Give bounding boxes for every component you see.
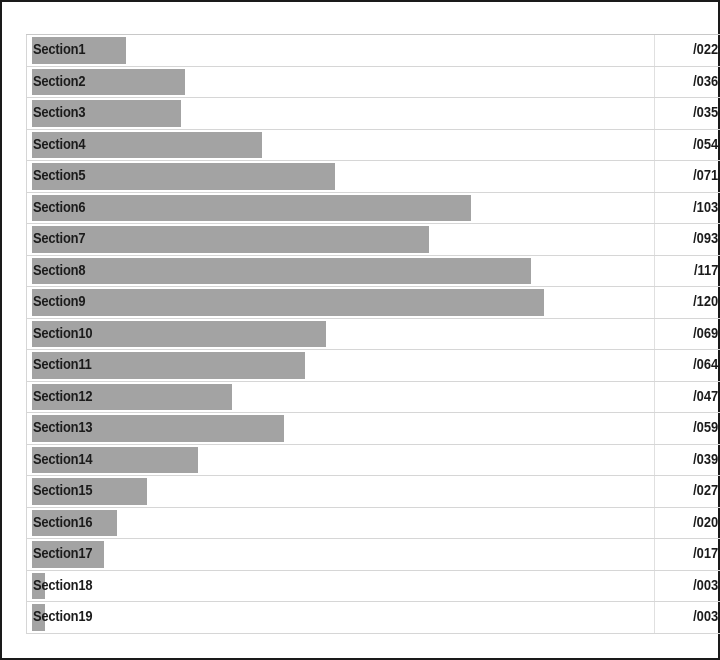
column-divider — [654, 539, 655, 570]
bar — [32, 352, 305, 379]
category-label: Section17 — [33, 545, 93, 562]
table-row: Section6/103 — [26, 192, 720, 224]
table-row: Section4/054 — [26, 129, 720, 161]
value-label: /117 — [693, 261, 718, 279]
value-label: /071 — [692, 167, 718, 184]
value-label: /020 — [692, 513, 718, 531]
value-label: /027 — [692, 482, 718, 499]
column-divider — [654, 476, 655, 507]
bar — [32, 289, 544, 316]
table-row: Section14/039 — [26, 444, 720, 476]
value-label: /017 — [692, 545, 718, 562]
value-label: /054 — [692, 135, 718, 153]
value-label: /059 — [692, 419, 718, 436]
category-label: Section11 — [33, 356, 92, 373]
table-row: Section13/059 — [26, 413, 720, 445]
column-divider — [654, 570, 655, 601]
category-label: Section14 — [33, 450, 93, 468]
column-divider — [654, 507, 655, 538]
bar-table: Section1/022 Section2/036 Section3/035 Sect… — [26, 34, 720, 634]
value-label: /035 — [692, 104, 718, 121]
column-divider — [654, 98, 655, 129]
table-row: Section2/036 — [26, 66, 720, 98]
bar — [32, 163, 335, 190]
category-label: Section9 — [33, 293, 86, 310]
value-label: /036 — [692, 72, 718, 90]
column-divider — [654, 35, 655, 66]
column-divider — [654, 287, 655, 318]
value-label: /003 — [692, 576, 718, 594]
column-divider — [654, 129, 655, 160]
table-row: Section12/047 — [26, 381, 720, 413]
bar — [32, 415, 284, 442]
column-divider — [654, 602, 655, 633]
category-label: Section4 — [33, 135, 86, 153]
column-divider — [654, 161, 655, 192]
bar — [32, 226, 429, 253]
category-label: Section15 — [33, 482, 93, 499]
column-divider — [654, 381, 655, 412]
category-label: Section8 — [33, 261, 86, 279]
table-row: Section3/035 — [26, 98, 720, 130]
category-label: Section2 — [33, 72, 86, 90]
table-row: Section9/120 — [26, 287, 720, 319]
table-row: Section18/003 — [26, 570, 720, 602]
value-label: /103 — [692, 198, 718, 216]
bar — [32, 541, 105, 568]
column-divider — [654, 350, 655, 381]
column-divider — [654, 318, 655, 349]
column-divider — [654, 66, 655, 97]
category-label: Section19 — [33, 608, 93, 625]
value-label: /039 — [692, 450, 718, 468]
table-row: Section7/093 — [26, 224, 720, 256]
category-label: Section10 — [33, 324, 93, 342]
column-divider — [654, 224, 655, 255]
bar — [32, 509, 118, 536]
value-label: /022 — [692, 41, 718, 58]
column-divider — [654, 413, 655, 444]
table-row: Section8/117 — [26, 255, 720, 287]
category-label: Section16 — [33, 513, 93, 531]
table-row: Section17/017 — [26, 539, 720, 571]
table-row: Section15/027 — [26, 476, 720, 508]
table-row: Section10/069 — [26, 318, 720, 350]
value-label: /047 — [692, 387, 718, 405]
table-row: Section1/022 — [26, 35, 720, 67]
value-label: /069 — [692, 324, 718, 342]
value-label: /120 — [692, 293, 718, 310]
bar — [32, 446, 199, 473]
bar — [32, 572, 45, 599]
category-label: Section12 — [33, 387, 93, 405]
table-row: Section5/071 — [26, 161, 720, 193]
value-label: /003 — [692, 608, 718, 625]
bar — [32, 37, 126, 64]
bar — [32, 257, 531, 284]
category-label: Section5 — [33, 167, 86, 184]
bar — [32, 383, 233, 410]
category-label: Section13 — [33, 419, 93, 436]
category-label: Section7 — [33, 230, 86, 247]
category-label: Section3 — [33, 104, 86, 121]
value-label: /064 — [692, 356, 718, 373]
bar — [32, 68, 186, 95]
category-label: Section6 — [33, 198, 86, 216]
table-row: Section16/020 — [26, 507, 720, 539]
bar — [32, 320, 327, 347]
bar — [32, 131, 263, 158]
column-divider — [654, 444, 655, 475]
table-row: Section19/003 — [26, 602, 720, 634]
category-label: Section1 — [33, 41, 86, 58]
table-row: Section11/064 — [26, 350, 720, 382]
bar — [32, 100, 182, 127]
bar — [32, 604, 45, 631]
bar — [32, 194, 472, 221]
column-divider — [654, 255, 655, 286]
column-divider — [654, 192, 655, 223]
value-label: /093 — [692, 230, 718, 247]
bar — [32, 478, 148, 505]
category-label: Section18 — [33, 576, 93, 594]
